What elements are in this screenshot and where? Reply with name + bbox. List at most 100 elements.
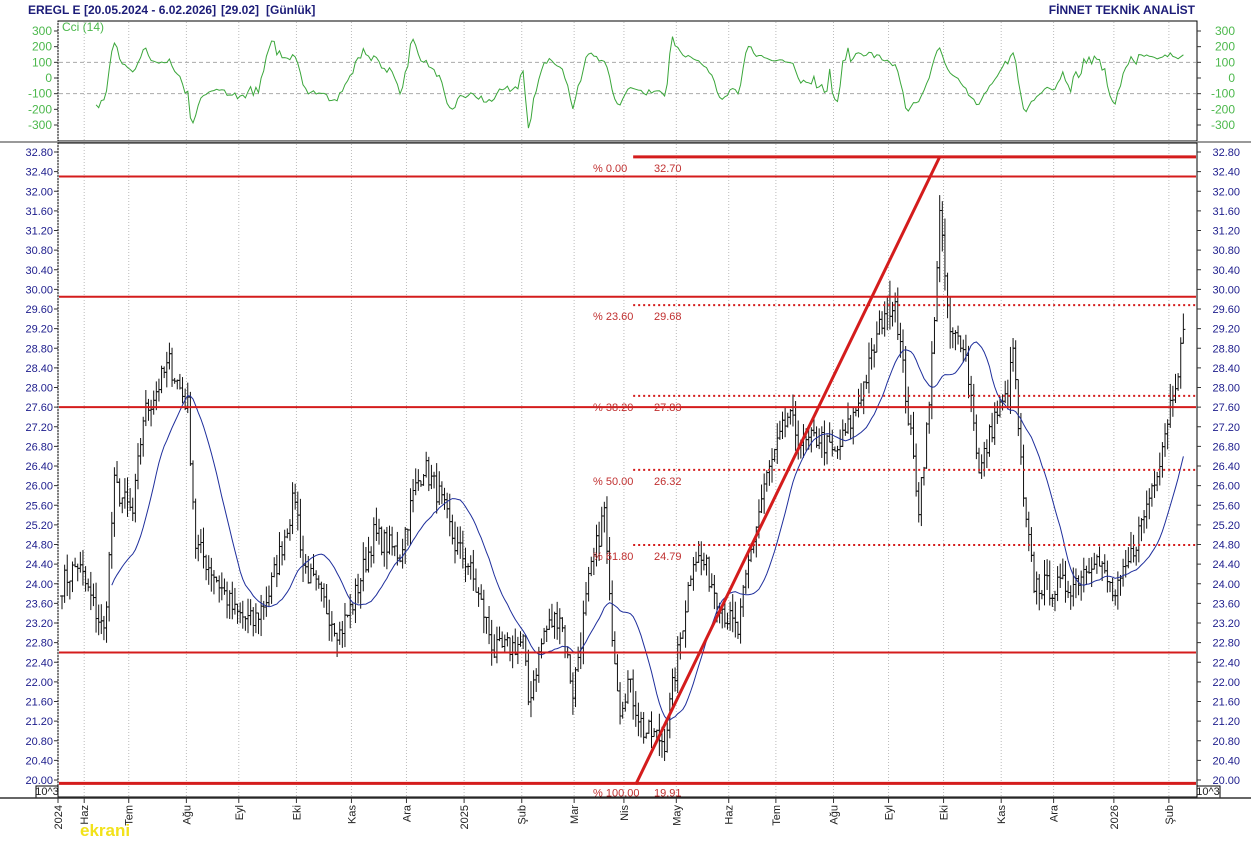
- price-tick-label-left: 30.80: [25, 245, 53, 257]
- cci-tick-label-right: 300: [1215, 24, 1235, 38]
- x-tick-label: Şub: [1164, 805, 1176, 825]
- scale-label-right: 10^3: [1196, 786, 1220, 798]
- fib-price-label: 29.68: [654, 311, 682, 323]
- price-tick-label-right: 26.80: [1212, 441, 1240, 453]
- price-tick-label-right: 32.40: [1212, 167, 1240, 179]
- price-tick-label-right: 27.60: [1212, 402, 1240, 414]
- x-tick-label: Haz: [724, 805, 736, 825]
- price-tick-label-left: 27.20: [25, 422, 53, 434]
- cci-tick-label-right: -300: [1211, 118, 1235, 132]
- cci-tick-label-right: -200: [1211, 102, 1235, 116]
- x-tick-label: Tem: [771, 805, 783, 826]
- price-tick-label-right: 28.80: [1212, 343, 1240, 355]
- last-price-label: [29.02]: [221, 3, 259, 17]
- price-tick-label-right: 20.40: [1212, 755, 1240, 767]
- x-tick-label: 2025: [459, 805, 471, 829]
- price-tick-label-right: 25.60: [1212, 500, 1240, 512]
- fib-price-label: 27.83: [654, 402, 682, 414]
- x-tick-label: 2026: [1109, 805, 1121, 829]
- price-tick-label-left: 25.60: [25, 500, 53, 512]
- x-tick-label: Kas: [996, 805, 1008, 824]
- watermark-logo: ekrani: [80, 821, 130, 840]
- cci-tick-label-right: -100: [1211, 87, 1235, 101]
- price-tick-label-left: 21.60: [25, 697, 53, 709]
- price-tick-label-left: 32.80: [25, 147, 53, 159]
- price-tick-label-right: 29.60: [1212, 304, 1240, 316]
- price-tick-label-left: 31.20: [25, 226, 53, 238]
- brand-label: FİNNET TEKNİK ANALİST: [1049, 2, 1196, 17]
- x-tick-label: Eyl: [234, 805, 246, 820]
- price-tick-label-left: 29.20: [25, 324, 53, 336]
- fib-price-label: 19.91: [654, 787, 682, 799]
- date-range-label: [20.05.2024 - 6.02.2026]: [84, 3, 216, 17]
- price-tick-label-left: 30.40: [25, 265, 53, 277]
- price-tick-label-right: 30.40: [1212, 265, 1240, 277]
- price-tick-label-left: 28.00: [25, 383, 53, 395]
- cci-tick-label-left: 300: [32, 24, 52, 38]
- x-tick-label: 2024: [53, 805, 65, 829]
- price-tick-label-left: 28.40: [25, 363, 53, 375]
- price-tick-label-right: 31.60: [1212, 206, 1240, 218]
- x-tick-label: Şub: [517, 805, 529, 825]
- x-tick-label: Haz: [79, 805, 91, 825]
- price-tick-label-left: 28.80: [25, 343, 53, 355]
- cci-tick-label-left: 200: [32, 40, 52, 54]
- cci-title: Cci (14): [62, 20, 104, 34]
- cci-tick-label-left: -200: [28, 102, 52, 116]
- x-tick-label: Nis: [619, 805, 631, 821]
- price-tick-label-right: 22.00: [1212, 677, 1240, 689]
- symbol-label: EREGL E: [28, 3, 80, 17]
- x-tick-label: Ağu: [181, 805, 193, 825]
- price-tick-label-left: 23.20: [25, 618, 53, 630]
- price-tick-label-right: 24.80: [1212, 540, 1240, 552]
- fib-percent-label: % 38.20: [593, 402, 633, 414]
- panel-divider[interactable]: [0, 141, 1251, 143]
- price-tick-label-left: 26.80: [25, 441, 53, 453]
- scale-label-left: 10^3: [35, 786, 59, 798]
- price-tick-label-left: 27.60: [25, 402, 53, 414]
- x-tick-label: Ara: [1049, 804, 1061, 822]
- x-tick-label: Eki: [291, 805, 303, 820]
- fib-percent-label: % 23.60: [593, 311, 633, 323]
- price-tick-label-right: 20.80: [1212, 736, 1240, 748]
- cci-series-line: [95, 36, 1184, 129]
- price-tick-label-right: 24.40: [1212, 559, 1240, 571]
- fib-percent-label: % 100.00: [593, 787, 639, 799]
- price-tick-label-left: 20.80: [25, 736, 53, 748]
- price-tick-label-right: 21.20: [1212, 716, 1240, 728]
- price-tick-label-left: 24.80: [25, 540, 53, 552]
- price-tick-label-right: 23.20: [1212, 618, 1240, 630]
- price-tick-label-right: 28.40: [1212, 363, 1240, 375]
- fib-percent-label: % 50.00: [593, 476, 633, 488]
- x-tick-label: Mar: [569, 805, 581, 824]
- price-tick-label-right: 26.00: [1212, 481, 1240, 493]
- cci-tick-label-left: 100: [32, 55, 52, 69]
- price-tick-label-right: 24.00: [1212, 579, 1240, 591]
- ohlc-bar: [1181, 313, 1186, 344]
- cci-tick-label-right: 0: [1228, 71, 1235, 85]
- price-tick-label-left: 25.20: [25, 520, 53, 532]
- moving-average-line: [111, 341, 1184, 721]
- x-tick-label: Eyl: [884, 805, 896, 820]
- time-axis[interactable]: 2024 Haz Tem Ağu Eyl Eki Kas Ara 2025 Şub Mar Nis Ma…: [53, 798, 1176, 829]
- price-tick-label-left: 22.40: [25, 657, 53, 669]
- price-tick-label-right: 30.00: [1212, 284, 1240, 296]
- x-tick-label: Eki: [939, 805, 951, 820]
- price-tick-label-right: 25.20: [1212, 520, 1240, 532]
- period-label: [Günlük]: [266, 3, 315, 17]
- price-tick-label-right: 30.80: [1212, 245, 1240, 257]
- price-tick-label-right: 23.60: [1212, 598, 1240, 610]
- cci-tick-label-left: -300: [28, 118, 52, 132]
- price-tick-label-left: 30.00: [25, 284, 53, 296]
- cci-tick-label-right: 200: [1215, 40, 1235, 54]
- price-tick-label-right: 28.00: [1212, 383, 1240, 395]
- price-panel[interactable]: 20.00 20.00 20.40 20.40 20.80 20.80 21.20 21.20…: [25, 142, 1240, 799]
- price-tick-label-right: 31.20: [1212, 226, 1240, 238]
- price-tick-label-right: 26.40: [1212, 461, 1240, 473]
- x-tick-label: Ağu: [829, 805, 841, 825]
- price-tick-label-left: 23.60: [25, 598, 53, 610]
- fib-price-label: 26.32: [654, 476, 682, 488]
- trendline[interactable]: [634, 156, 942, 786]
